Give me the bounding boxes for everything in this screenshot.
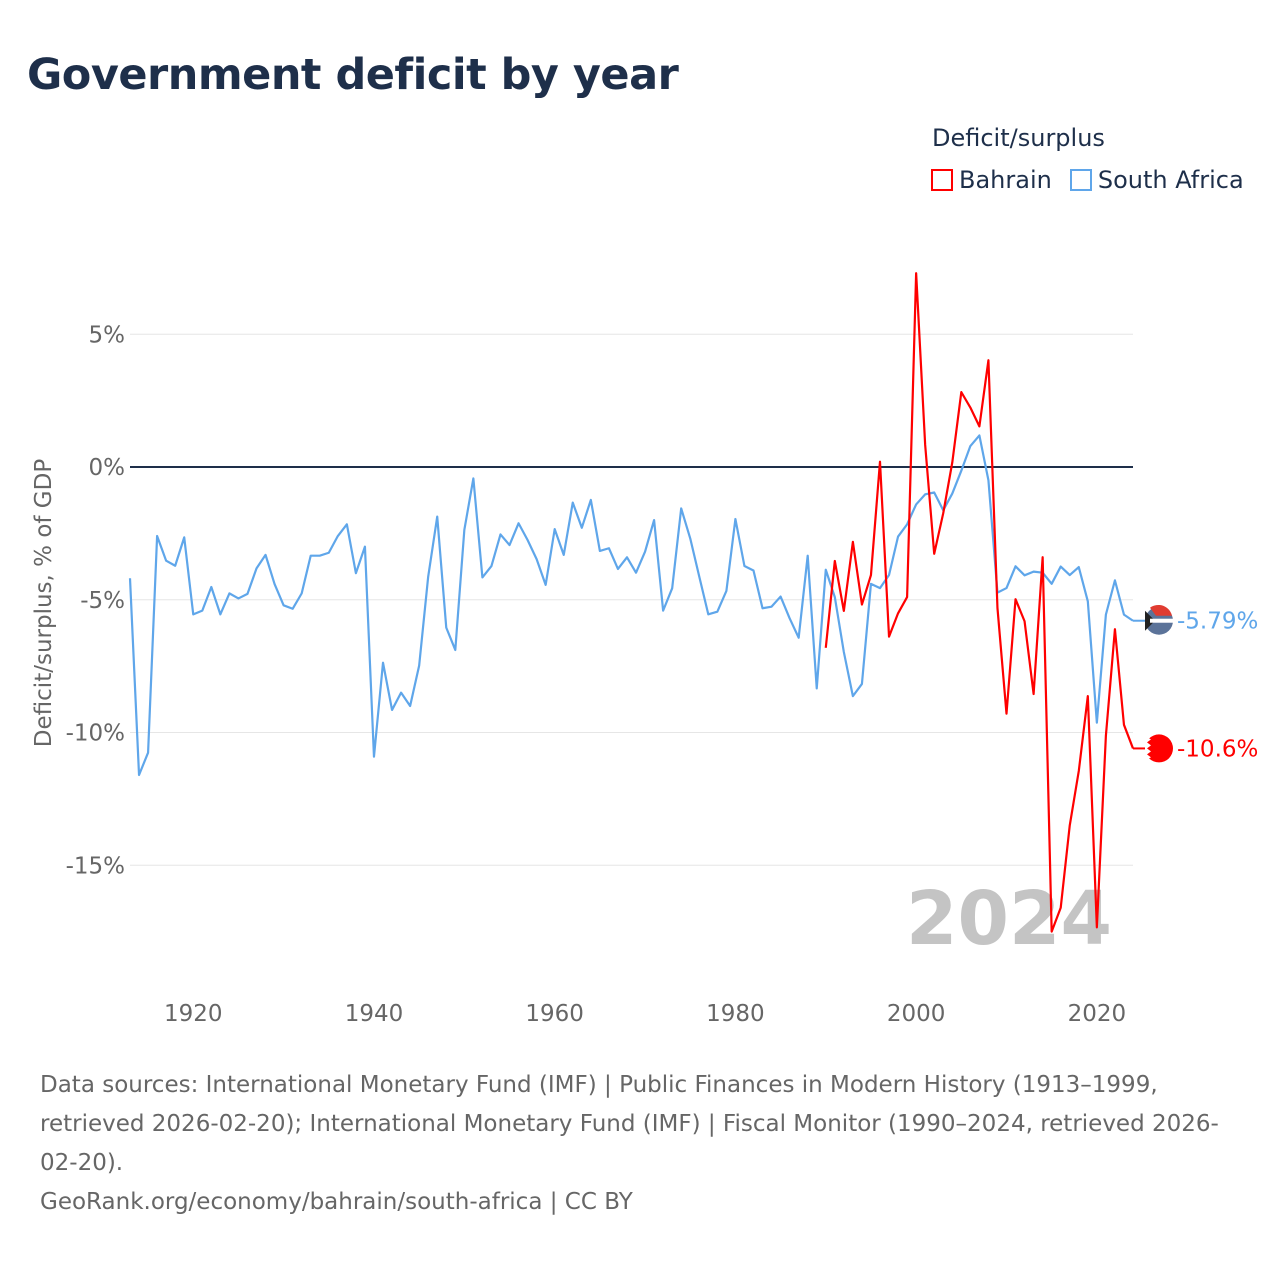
flag-bahrain-icon [1145,734,1173,763]
legend-swatch-bahrain [931,169,953,191]
footer: Data sources: International Monetary Fun… [40,1066,1240,1222]
legend-label: Bahrain [959,166,1052,194]
series-line-south-africa [128,434,1134,777]
flag-south-africa-icon [1145,604,1173,635]
y-tick-label: -5% [80,588,125,614]
x-tick-label: 1960 [525,1001,584,1027]
credit-link[interactable]: GeoRank.org/economy/bahrain/south-africa… [40,1189,633,1215]
end-value-label: -10.6% [1177,736,1258,762]
x-tick-label: 2000 [887,1001,946,1027]
x-tick-label: 1920 [164,1001,223,1027]
data-sources: Data sources: International Monetary Fun… [40,1072,1219,1176]
page-title: Government deficit by year [27,50,679,100]
y-axis-label: Deficit/surplus, % of GDP [31,459,57,748]
legend-item-bahrain[interactable]: Bahrain [931,166,1052,194]
x-tick-label: 2020 [1068,1001,1127,1027]
y-tick-label: -10% [66,721,125,747]
y-tick-label: 5% [89,322,126,348]
legend-item-south-africa[interactable]: South Africa [1069,166,1244,194]
end-value-label: -5.79% [1177,609,1258,635]
legend-swatch-south-africa [1069,169,1092,191]
x-tick-label: 1980 [706,1001,765,1027]
legend: Bahrain South Africa [931,166,1244,194]
legend-label: South Africa [1097,166,1244,194]
year-watermark: 2024 [906,876,1112,962]
x-tick-label: 1940 [345,1001,404,1027]
y-tick-label: -15% [66,853,125,879]
legend-title: Deficit/surplus [932,124,1105,152]
y-tick-label: 0% [89,455,126,481]
